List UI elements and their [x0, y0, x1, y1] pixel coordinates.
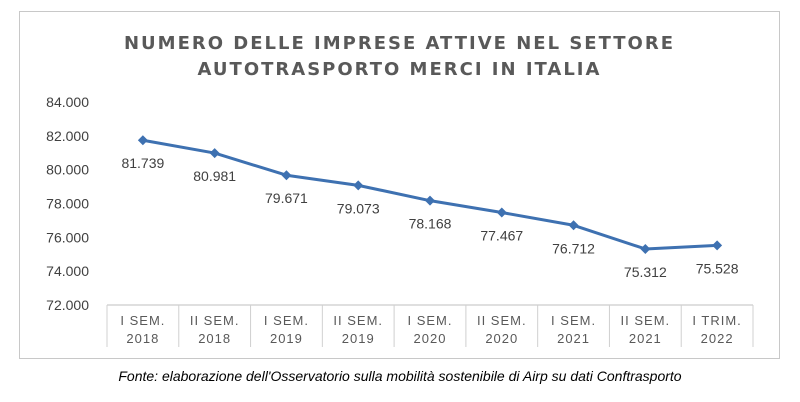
y-tick-label: 74.000: [46, 263, 89, 279]
x-tick-label-line-2: 2019: [342, 331, 375, 346]
x-tick-label-line-1: II SEM.: [190, 313, 240, 328]
x-tick-label-line-1: II SEM.: [477, 313, 527, 328]
chart-frame: [19, 11, 780, 359]
x-tick-label-line-2: 2018: [198, 331, 231, 346]
chart-title-line-1: NUMERO DELLE IMPRESE ATTIVE NEL SETTORE: [123, 33, 676, 54]
y-tick-label: 78.000: [46, 196, 89, 212]
data-label: 81.739: [121, 155, 164, 171]
source-note: Fonte: elaborazione dell'Osservatorio su…: [118, 368, 682, 384]
x-tick-label-line-2: 2020: [414, 331, 447, 346]
data-point-marker: [137, 135, 148, 146]
data-point-marker: [209, 148, 220, 159]
data-label: 77.467: [480, 228, 523, 244]
data-label: 75.528: [696, 260, 739, 276]
data-point-marker: [353, 180, 364, 191]
data-label: 79.073: [337, 200, 380, 216]
y-tick-label: 82.000: [46, 128, 89, 144]
x-tick-label-line-2: 2021: [557, 331, 590, 346]
data-point-marker: [496, 207, 507, 218]
y-tick-label: 76.000: [46, 229, 89, 245]
x-tick-label-line-2: 2018: [126, 331, 159, 346]
x-tick-label-line-1: II SEM.: [333, 313, 383, 328]
chart-title-line-2: AUTOTRASPORTO MERCI IN ITALIA: [197, 59, 602, 80]
data-point-marker: [640, 243, 651, 254]
data-point-marker: [281, 170, 292, 181]
x-tick-label-line-2: 2019: [270, 331, 303, 346]
x-tick-label-line-1: I SEM.: [407, 313, 452, 328]
data-point-marker: [425, 195, 435, 206]
x-tick-label-line-1: I SEM.: [264, 313, 309, 328]
data-label: 79.671: [265, 190, 308, 206]
data-label: 75.312: [624, 264, 667, 280]
series-line: [142, 138, 718, 251]
x-tick-label-line-2: 2022: [701, 331, 734, 346]
data-label: 80.981: [193, 168, 236, 184]
x-tick-label-line-2: 2020: [485, 331, 518, 346]
y-tick-label: 80.000: [46, 162, 89, 178]
x-tick-label-line-1: I TRIM.: [692, 313, 741, 328]
chart-title: NUMERO DELLE IMPRESE ATTIVE NEL SETTORE …: [19, 31, 780, 83]
x-tick-label-line-1: I SEM.: [551, 313, 596, 328]
y-tick-label: 72.000: [46, 297, 89, 313]
x-tick-label-line-2: 2021: [629, 331, 662, 346]
data-label: 76.712: [552, 240, 595, 256]
x-tick-label-line-1: II SEM.: [621, 313, 671, 328]
y-tick-label: 84.000: [46, 94, 89, 110]
data-label: 78.168: [409, 216, 452, 232]
x-tick-label-line-1: I SEM.: [120, 313, 165, 328]
data-point-marker: [712, 240, 723, 251]
data-point-marker: [568, 220, 579, 231]
